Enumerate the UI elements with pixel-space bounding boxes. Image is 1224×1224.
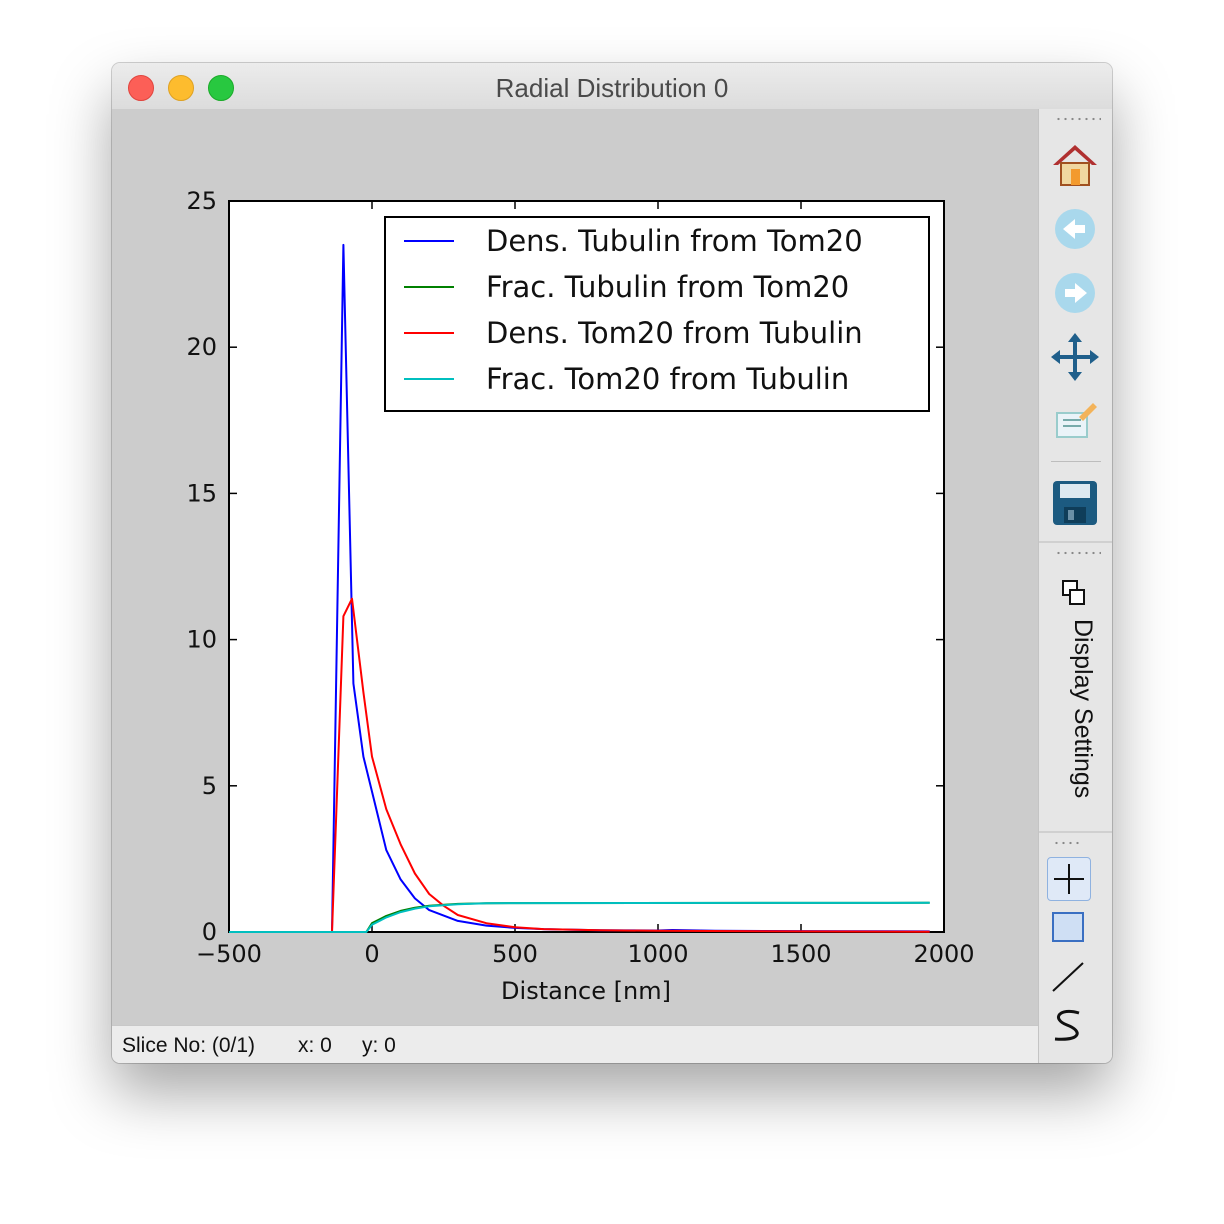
forward-button[interactable] bbox=[1049, 267, 1101, 319]
plot-canvas[interactable]: −500 0 500 1000 1500 2000 0 5 10 15 20 25 Distance … bbox=[112, 109, 1038, 1025]
y-coordinate-text: y: 0 bbox=[362, 1034, 396, 1057]
series-line-3 bbox=[229, 597, 930, 933]
home-button[interactable] bbox=[1049, 139, 1101, 191]
y-tick-label: 5 bbox=[202, 772, 217, 800]
save-button[interactable] bbox=[1049, 477, 1101, 529]
display-settings-tab[interactable]: Display Settings bbox=[1051, 579, 1101, 879]
y-tick-label: 0 bbox=[202, 918, 217, 946]
pan-move-icon bbox=[1051, 333, 1099, 381]
edit-config-button[interactable] bbox=[1049, 395, 1101, 447]
pan-button[interactable] bbox=[1049, 331, 1101, 383]
edit-config-icon bbox=[1056, 403, 1097, 438]
x-tick-label: 500 bbox=[492, 940, 538, 968]
y-tick-label: 20 bbox=[186, 333, 217, 361]
radial-distribution-window: Radial Distribution 0 −500 0 500 1000 1500 20… bbox=[112, 63, 1112, 1063]
spline-tool-icon bbox=[1054, 1010, 1080, 1041]
y-tick-label: 25 bbox=[186, 187, 217, 215]
window-title: Radial Distribution 0 bbox=[495, 73, 729, 103]
home-icon bbox=[1053, 145, 1097, 186]
panel-divider bbox=[1039, 541, 1112, 543]
slice-number-text: Slice No: (0/1) bbox=[122, 1034, 256, 1057]
legend-entry-label: Dens. Tom20 from Tubulin bbox=[486, 316, 863, 350]
forward-arrow-icon bbox=[1055, 273, 1095, 313]
series-line-4 bbox=[229, 901, 930, 933]
display-settings-grip[interactable] bbox=[1055, 551, 1101, 555]
tools-grip[interactable] bbox=[1053, 841, 1083, 845]
line-tool-icon bbox=[1052, 962, 1084, 992]
side-toolbar: Display Settings bbox=[1038, 109, 1112, 1063]
rectangle-tool-button[interactable] bbox=[1047, 907, 1089, 949]
y-tick-label: 10 bbox=[186, 626, 217, 654]
x-tick-label: 0 bbox=[364, 940, 379, 968]
legend-entry-label: Frac. Tom20 from Tubulin bbox=[486, 362, 849, 396]
legend-entry-label: Frac. Tubulin from Tom20 bbox=[486, 270, 849, 304]
x-axis-label: Distance [nm] bbox=[501, 977, 671, 1005]
legend-box bbox=[384, 216, 930, 412]
zoom-window-button[interactable] bbox=[208, 75, 234, 101]
toolbar-separator bbox=[1051, 461, 1101, 462]
chart-legend: Dens. Tubulin from Tom20 Frac. Tubulin fr… bbox=[384, 216, 930, 412]
legend-entry-label: Dens. Tubulin from Tom20 bbox=[486, 224, 863, 258]
x-coordinate-text: x: 0 bbox=[298, 1034, 332, 1057]
spline-tool-button[interactable] bbox=[1047, 1005, 1089, 1047]
x-tick-label: 1000 bbox=[627, 940, 688, 968]
x-tick-label: 2000 bbox=[913, 940, 974, 968]
status-bar: Slice No: (0/1) x: 0 y: 0 bbox=[112, 1025, 1038, 1063]
back-arrow-icon bbox=[1055, 209, 1095, 249]
rectangle-select-tool-icon bbox=[1052, 912, 1084, 942]
line-tool-button[interactable] bbox=[1047, 955, 1089, 997]
display-settings-label: Display Settings bbox=[1069, 619, 1097, 799]
crosshair-tool-button[interactable] bbox=[1047, 857, 1091, 901]
save-disk-icon bbox=[1053, 481, 1097, 525]
x-tick-label: −500 bbox=[196, 940, 262, 968]
toolbar-grip[interactable] bbox=[1055, 117, 1101, 121]
x-tick-label: 1500 bbox=[770, 940, 831, 968]
crosshair-tool-icon bbox=[1054, 864, 1084, 894]
windows-icon bbox=[1062, 580, 1085, 605]
y-tick-label: 15 bbox=[186, 479, 217, 507]
panel-divider bbox=[1039, 831, 1112, 833]
back-button[interactable] bbox=[1049, 203, 1101, 255]
minimize-window-button[interactable] bbox=[168, 75, 194, 101]
title-bar[interactable]: Radial Distribution 0 bbox=[112, 63, 1112, 110]
close-window-button[interactable] bbox=[128, 75, 154, 101]
